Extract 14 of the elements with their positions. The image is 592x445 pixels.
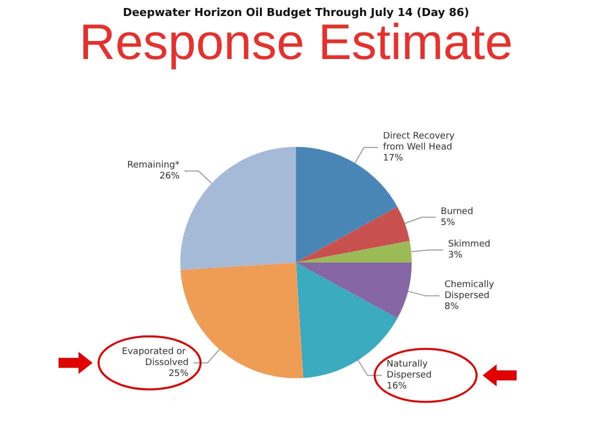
data-label: 3%	[448, 250, 463, 260]
slice-label: Direct Recovery from Well Head	[383, 131, 458, 152]
slice-label: Naturally Dispersed	[386, 359, 432, 380]
data-label: 26%	[160, 172, 180, 182]
data-label: 25%	[168, 368, 190, 379]
data-label: 8%	[444, 302, 460, 312]
data-label: 5%	[440, 218, 456, 228]
slice-label: Chemically Dispersed	[444, 280, 497, 301]
slice-label: Skimmed	[448, 239, 490, 250]
slice-label: Burned	[440, 206, 474, 217]
slice-label: Evaporated or Dissolved	[122, 346, 189, 368]
data-label: 17%	[383, 153, 404, 164]
data-label: 16%	[386, 381, 408, 392]
slice-label: Remaining*	[127, 160, 180, 171]
